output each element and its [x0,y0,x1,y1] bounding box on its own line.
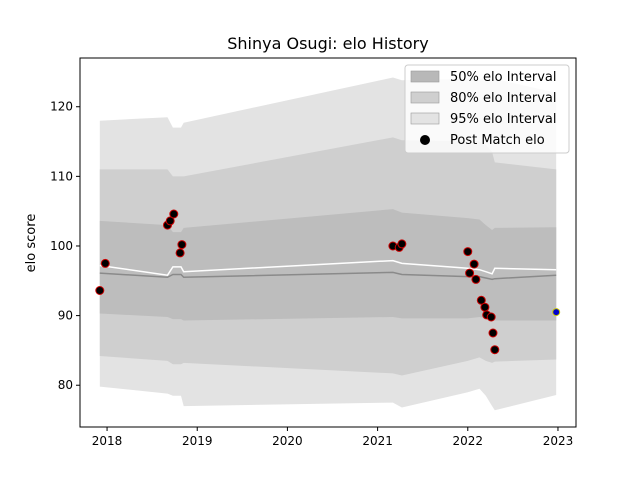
post-match-point [397,239,407,249]
x-tick-label: 2021 [362,434,393,448]
elo-lines [99,259,557,281]
median-line [99,271,557,281]
post-match-point [177,240,187,250]
legend-marker [420,135,430,145]
post-match-point [480,302,490,312]
post-match-point [471,274,481,284]
post-match-point [463,247,473,257]
legend-label: 80% elo Interval [450,91,557,106]
axes: 2018 2019 2020 2021 2022 2023 80 90 100 110 120 [50,57,577,448]
post-match-point [175,248,185,258]
plot-frame [79,57,577,428]
post-match-point [165,216,175,226]
current-elo-point [552,308,561,317]
y-tick-label: 110 [50,169,73,183]
post-match-point [469,259,479,269]
interval-bands [99,77,557,411]
post-match-point [465,268,475,278]
post-match-point [100,258,110,268]
post-match-point [476,295,486,305]
y-tick-label: 80 [58,378,73,392]
chart-title: Shinya Osugi: elo History [227,34,428,53]
x-tick-label: 2023 [543,434,574,448]
legend-label: 50% elo Interval [450,70,557,85]
legend-label: 95% elo Interval [450,112,557,127]
legend-label: Post Match elo [450,133,545,148]
legend-frame [404,64,570,154]
x-tick-label: 2018 [92,434,123,448]
x-tick-label: 2019 [182,434,213,448]
legend: 50% elo Interval 80% elo Interval 95% elo … [404,64,570,154]
post-match-point [169,209,179,219]
post-match-point [486,312,496,322]
post-match-point [95,286,105,295]
y-axis-label: elo score [24,214,39,273]
mean-line [99,259,557,277]
band-50 [99,209,557,321]
post-match-points [95,209,561,355]
plot-area [95,77,561,411]
y-tick-label: 90 [58,309,73,323]
y-tick-label: 120 [50,100,73,114]
post-match-point [488,328,498,338]
legend-swatch [410,112,440,125]
legend-swatch [410,70,440,83]
legend-swatch [410,91,440,104]
post-match-point [490,345,500,355]
y-tick-label: 100 [50,239,73,253]
x-tick-label: 2022 [453,434,484,448]
x-tick-label: 2020 [272,434,303,448]
